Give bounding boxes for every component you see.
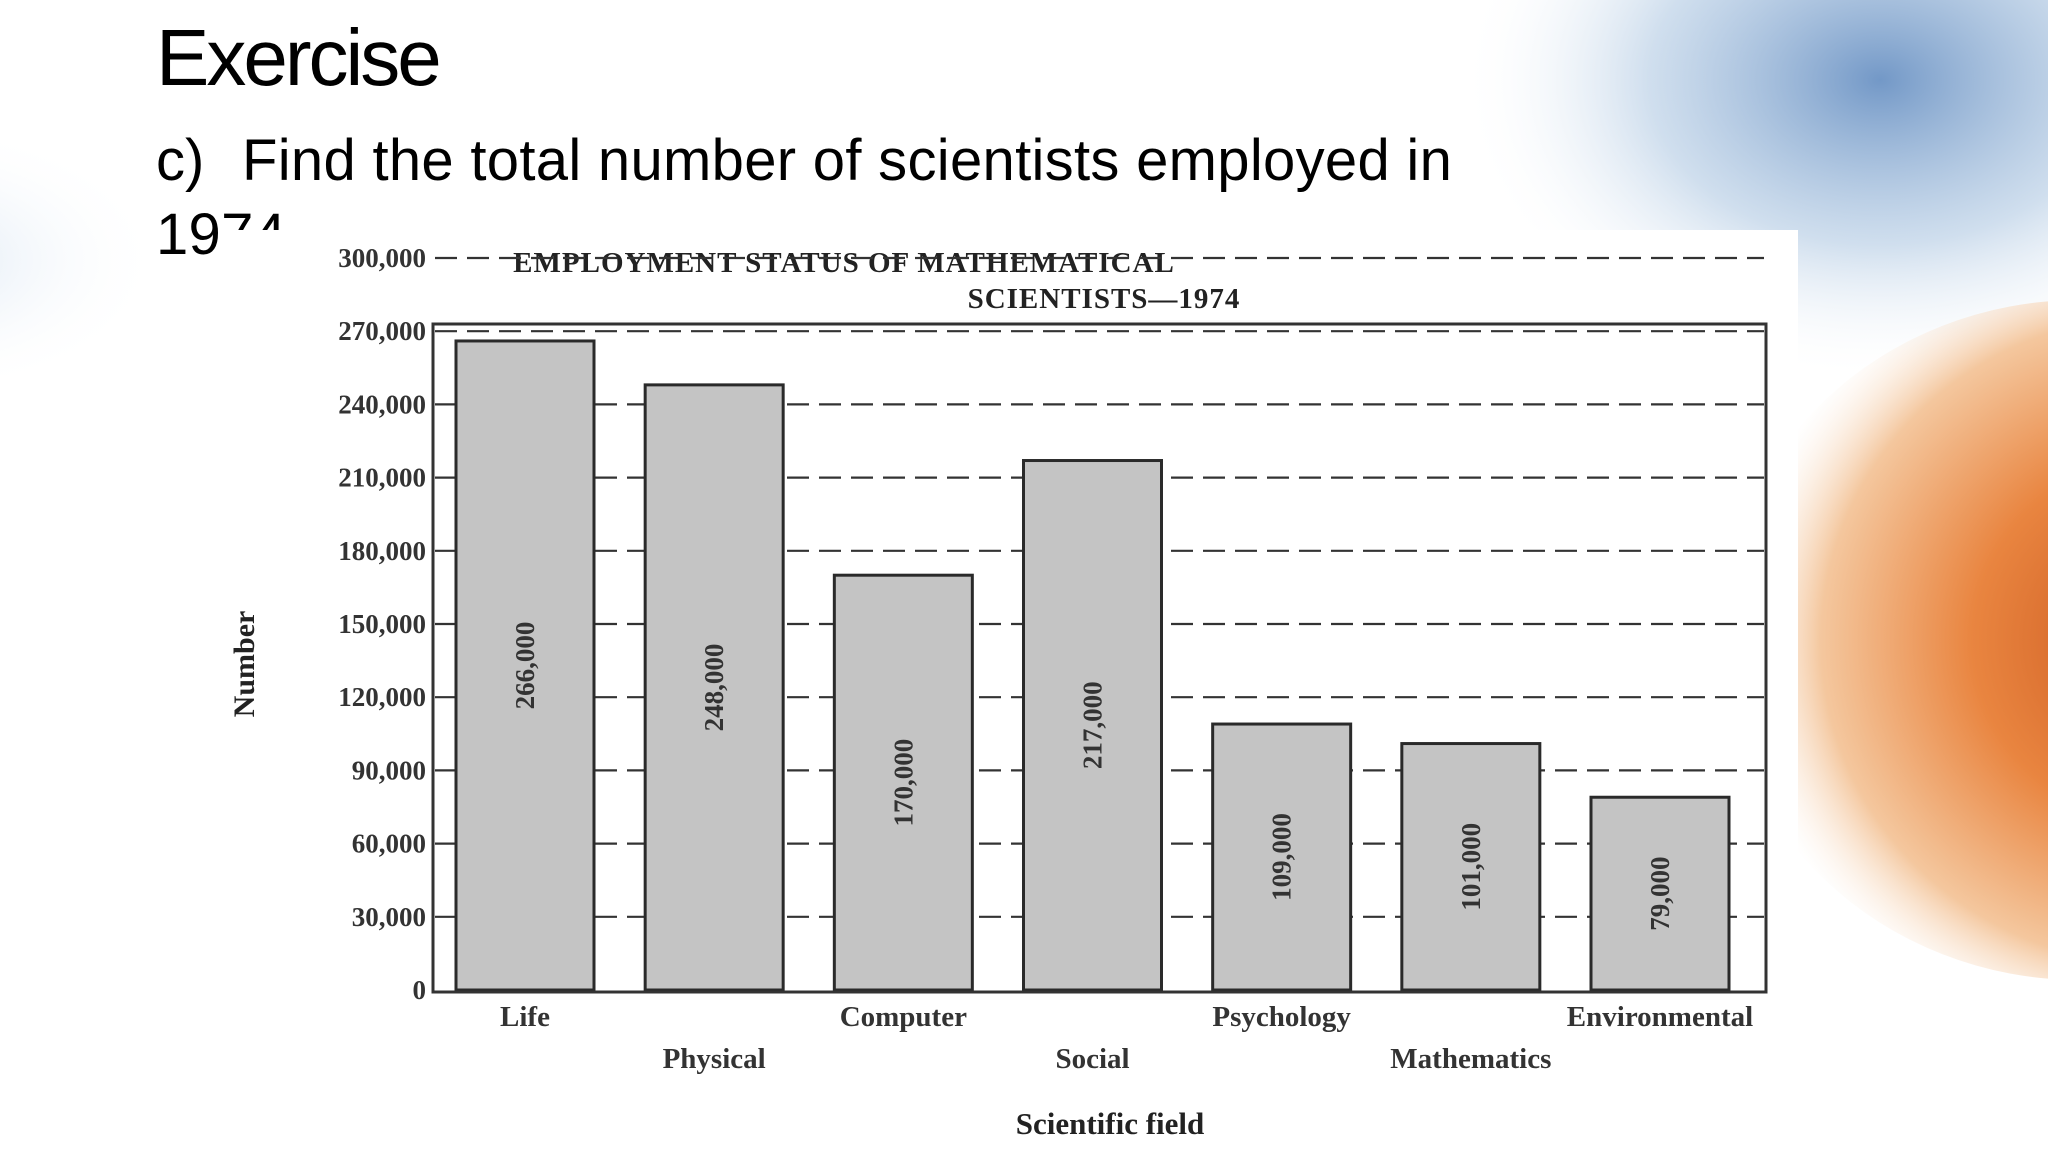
bar-computer <box>832 573 974 992</box>
x-category-label-psychology: Psychology <box>1212 1001 1351 1033</box>
bar-value-label-computer: 170,000 <box>888 739 918 827</box>
bar-mathematics <box>1400 742 1542 992</box>
bar-value-label-life: 266,000 <box>510 622 540 710</box>
y-ticks-layer: 0 30,000 60,000 90,000 120,000 150,000 180,000… <box>338 243 426 1005</box>
y-tick-label-150000: 150,000 <box>338 609 426 639</box>
bar-social <box>1022 459 1163 992</box>
bar-value-label-environmental: 79,000 <box>1645 856 1675 930</box>
chart-subtitle: SCIENTISTS—1974 <box>968 283 1241 315</box>
bar-psychology <box>1211 722 1353 992</box>
y-axis-label: Number <box>228 611 261 718</box>
y-tick-label-270000: 270,000 <box>338 316 426 346</box>
x-category-label-social: Social <box>1055 1043 1129 1075</box>
y-tick-label-210000: 210,000 <box>338 463 426 493</box>
x-category-label-mathematics: Mathematics <box>1390 1043 1551 1075</box>
slide-title: Exercise <box>156 13 442 102</box>
x-category-label-computer: Computer <box>840 1001 967 1033</box>
x-categories-layer: Life Physical Computer Social Psychology Math… <box>500 1001 1753 1075</box>
bar-value-label-social: 217,000 <box>1078 681 1108 769</box>
chart-panel: EMPLOYMENT STATUS OF MATHEMATICAL SCIENT… <box>218 230 1798 1152</box>
x-category-label-life: Life <box>500 1001 550 1033</box>
orange-glow-shape <box>1720 301 2048 979</box>
bar-value-label-physical: 248,000 <box>699 644 729 732</box>
chart-title: EMPLOYMENT STATUS OF MATHEMATICAL <box>513 247 1175 279</box>
x-axis-label: Scientific field <box>1016 1106 1205 1141</box>
y-tick-label-240000: 240,000 <box>338 389 426 419</box>
y-tick-label-120000: 120,000 <box>338 682 426 712</box>
x-category-label-physical: Physical <box>663 1043 766 1075</box>
plot-frame <box>431 322 1768 994</box>
grid-layer <box>435 256 1764 918</box>
bar-life <box>454 339 596 992</box>
y-tick-label-0: 0 <box>413 975 427 1005</box>
bar-value-label-psychology: 109,000 <box>1267 813 1297 901</box>
bar-physical <box>643 383 785 992</box>
bars-layer: 266,000 248,000 170,000 217,000 109,000 101,0… <box>454 339 1731 992</box>
x-category-label-environmental: Environmental <box>1567 1001 1753 1033</box>
y-tick-label-90000: 90,000 <box>352 755 426 785</box>
question-marker: c) <box>156 128 205 193</box>
bar-chart: EMPLOYMENT STATUS OF MATHEMATICAL SCIENT… <box>228 243 1768 1141</box>
bar-value-label-mathematics: 101,000 <box>1456 823 1486 911</box>
y-tick-label-60000: 60,000 <box>352 829 426 859</box>
y-tick-label-300000: 300,000 <box>338 243 426 273</box>
bar-environmental <box>1589 795 1731 992</box>
y-tick-label-30000: 30,000 <box>352 902 426 932</box>
y-tick-label-180000: 180,000 <box>338 536 426 566</box>
